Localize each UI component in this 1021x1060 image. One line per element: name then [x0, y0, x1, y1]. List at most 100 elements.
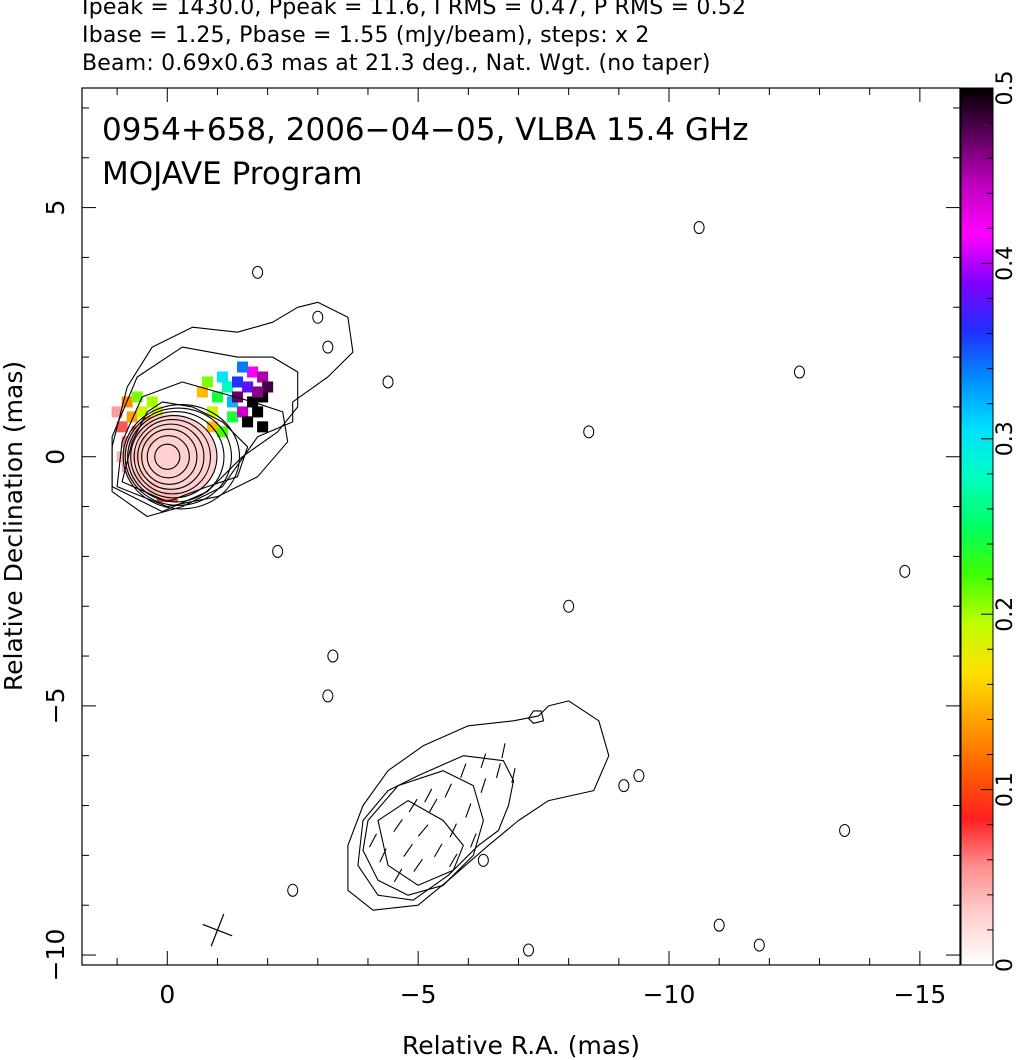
southern-jet-contour: [347, 700, 610, 911]
evpa-vector: [413, 858, 423, 872]
colorbar-tick-label: 0: [993, 958, 1018, 972]
colorbar: [961, 88, 993, 965]
fpol-pixel: [262, 381, 274, 393]
beam-cross: [202, 923, 233, 937]
fpol-pixel: [226, 411, 239, 423]
fpol-pixel: [126, 411, 138, 423]
evpa-vector: [368, 833, 378, 848]
fpol-pixel: [221, 381, 234, 393]
southern-jet-contour: [362, 770, 484, 896]
colorbar-tick-label: 0.1: [993, 772, 1018, 807]
fpol-pixel: [252, 406, 264, 418]
axis-ticks: 0 −5 −10 −15 −10 −5 0 5: [41, 88, 960, 1009]
fpol-pixel: [247, 366, 259, 378]
colorbar-ticks: 0 0.1 0.2 0.3 0.4 0.5: [981, 71, 1018, 972]
plot-frame: [81, 87, 961, 966]
fpol-pixel: [216, 426, 228, 438]
x-tick-label: −10: [643, 980, 696, 1009]
y-tick-label: 5: [41, 200, 70, 216]
evpa-vector: [460, 763, 467, 778]
fpol-pixel: [232, 391, 244, 403]
header-stats-line: Ipeak = 1430.0, Ppeak = 11.6, I RMS = 0.…: [82, 0, 747, 20]
noise-contour: [322, 340, 334, 354]
evpa-vector: [480, 778, 487, 793]
fpol-pixel: [252, 386, 264, 398]
noise-contour: [753, 938, 765, 952]
evpa-vector: [501, 743, 506, 759]
evpa-vector: [495, 763, 501, 779]
noise-contour: [327, 649, 339, 663]
evpa-vector: [449, 823, 457, 838]
fpol-pixel: [232, 376, 244, 388]
evpa-vector: [417, 824, 429, 837]
fpol-pixel: [196, 386, 208, 398]
colorbar-frame: [960, 87, 994, 966]
fpol-pixel: [257, 421, 269, 433]
x-tick-label: −5: [400, 980, 437, 1009]
southern-jet-contour: [527, 710, 545, 724]
fpol-pixel: [237, 361, 249, 373]
fpol-pixel: [116, 421, 128, 433]
fpol-pixel: [242, 416, 254, 428]
colorbar-tick-label: 0.3: [993, 421, 1018, 456]
fpol-pixel: [257, 371, 269, 383]
header-beam-line: Beam: 0.69x0.63 mas at 21.3 deg., Nat. W…: [82, 51, 711, 76]
evpa-vector: [393, 868, 403, 883]
colorbar-tick-label: 0.2: [993, 597, 1018, 632]
fpol-pixel: [111, 406, 123, 418]
noise-contour: [633, 769, 645, 783]
x-axis-label: Relative R.A. (mas): [402, 1031, 640, 1060]
evpa-vector: [449, 853, 458, 868]
fpol-pixel: [131, 391, 143, 403]
fpol-pixel: [136, 406, 148, 418]
evpa-vector: [428, 798, 438, 813]
evpa-vector: [379, 848, 387, 863]
evpa-vector: [408, 798, 418, 813]
noise-contour: [713, 918, 725, 932]
jet-contour: [111, 346, 299, 513]
x-tick-label: −15: [893, 980, 946, 1009]
core-contour: [137, 423, 205, 490]
noise-contour: [312, 310, 324, 324]
fpol-pixel: [216, 371, 228, 383]
jet-contour: [111, 301, 354, 518]
map-title-line1: 0954+658, 2006−04−05, VLBA 15.4 GHz: [102, 112, 748, 148]
map-title-line2: MOJAVE Program: [102, 156, 362, 192]
evpa-vector: [470, 833, 477, 848]
core-contour: [154, 443, 181, 470]
southern-jet-contour: [357, 755, 515, 901]
evpa-vector: [465, 803, 472, 818]
noise-contour: [477, 853, 489, 867]
x-tick-label: 0: [159, 980, 175, 1009]
noise-contour: [252, 265, 264, 279]
colorbar-tick-label: 0.4: [993, 246, 1018, 281]
evpa-vector: [480, 753, 487, 769]
core-contour: [146, 435, 190, 479]
noise-contour: [272, 544, 284, 558]
y-tick-label: −5: [41, 687, 70, 724]
fpol-pixel: [146, 396, 158, 408]
y-tick-label: 0: [41, 449, 70, 465]
evpa-vector: [433, 843, 443, 858]
noise-contour: [563, 599, 575, 613]
core-contour: [127, 411, 225, 503]
core-contour: [133, 419, 211, 495]
noise-contour: [839, 823, 851, 837]
evpa-vector: [393, 818, 403, 832]
y-tick-label: −10: [41, 929, 70, 982]
fpol-pixel: [201, 376, 213, 388]
noise-contour: [583, 425, 595, 439]
core-contour: [124, 407, 233, 506]
evpa-vector: [444, 783, 452, 798]
noise-contour: [287, 883, 299, 897]
noise-contour: [382, 375, 394, 389]
fpol-pixel: [237, 406, 249, 418]
core-contour: [141, 428, 198, 485]
noise-contour: [523, 943, 535, 957]
colorbar-tick-label: 0.5: [993, 71, 1018, 106]
evpa-vector: [511, 768, 516, 784]
fpol-pixel: [211, 391, 223, 403]
evpa-vector: [424, 788, 433, 803]
jet-contour: [121, 401, 249, 503]
